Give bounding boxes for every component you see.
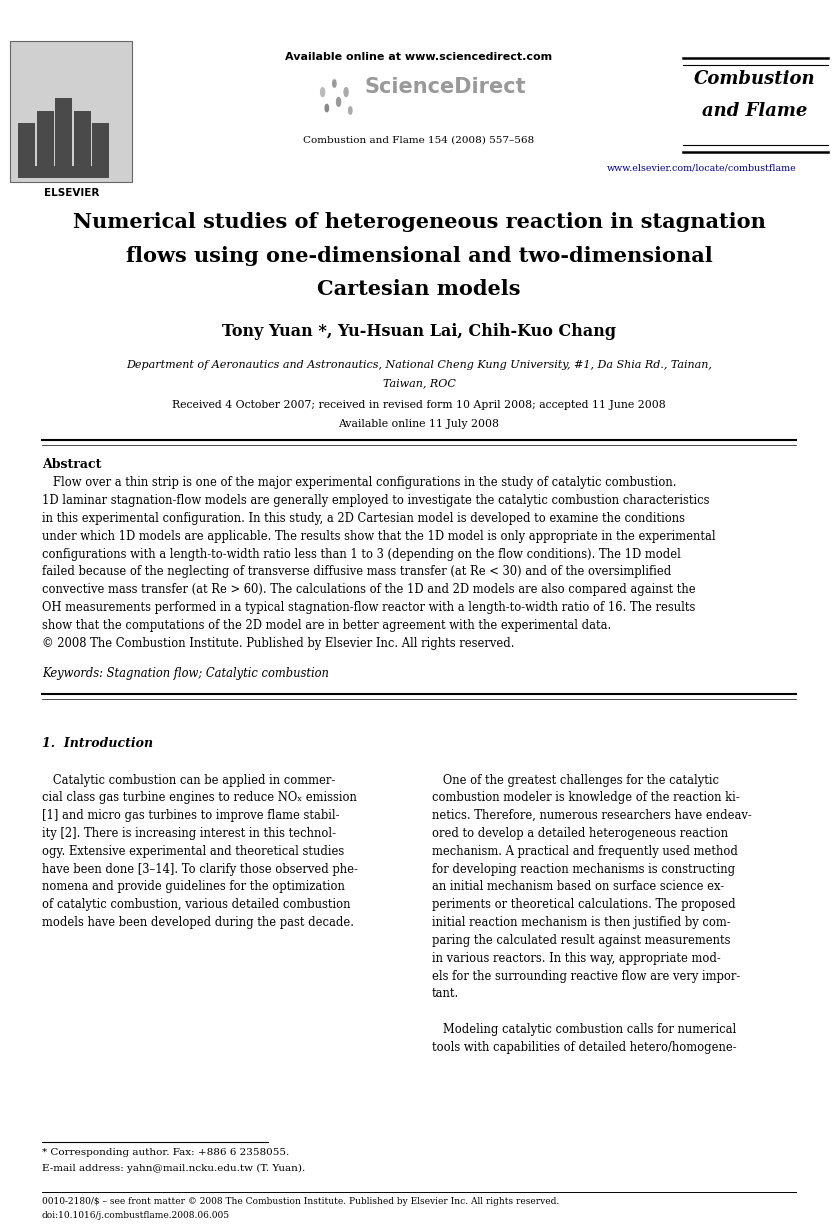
Text: under which 1D models are applicable. The results show that the 1D model is only: under which 1D models are applicable. Th…: [42, 529, 716, 543]
Text: ELSEVIER: ELSEVIER: [44, 188, 100, 198]
Text: Keywords: Stagnation flow; Catalytic combustion: Keywords: Stagnation flow; Catalytic com…: [42, 667, 328, 680]
FancyBboxPatch shape: [10, 41, 132, 182]
Text: convective mass transfer (at Re > 60). The calculations of the 1D and 2D models : convective mass transfer (at Re > 60). T…: [42, 583, 696, 597]
Text: flows using one-dimensional and two-dimensional: flows using one-dimensional and two-dime…: [126, 246, 712, 265]
Text: of catalytic combustion, various detailed combustion: of catalytic combustion, various detaile…: [42, 899, 350, 911]
Text: www.elsevier.com/locate/combustflame: www.elsevier.com/locate/combustflame: [607, 163, 796, 172]
Ellipse shape: [344, 87, 348, 97]
Text: for developing reaction mechanisms is constructing: for developing reaction mechanisms is co…: [432, 863, 735, 876]
Text: Combustion: Combustion: [693, 70, 815, 88]
Text: © 2008 The Combustion Institute. Published by Elsevier Inc. All rights reserved.: © 2008 The Combustion Institute. Publish…: [42, 636, 515, 650]
Ellipse shape: [349, 107, 352, 114]
Text: have been done [3–14]. To clarify those observed phe-: have been done [3–14]. To clarify those …: [42, 863, 358, 876]
Text: Flow over a thin strip is one of the major experimental configurations in the st: Flow over a thin strip is one of the maj…: [42, 476, 676, 490]
Text: Tony Yuan *, Yu-Hsuan Lai, Chih-Kuo Chang: Tony Yuan *, Yu-Hsuan Lai, Chih-Kuo Chan…: [222, 323, 616, 340]
Text: and Flame: and Flame: [701, 102, 807, 120]
Text: in this experimental configuration. In this study, a 2D Cartesian model is devel: in this experimental configuration. In t…: [42, 512, 685, 526]
Text: OH measurements performed in a typical stagnation-flow reactor with a length-to-: OH measurements performed in a typical s…: [42, 602, 696, 614]
Text: [1] and micro gas turbines to improve flame stabil-: [1] and micro gas turbines to improve fl…: [42, 809, 339, 823]
Text: periments or theoretical calculations. The proposed: periments or theoretical calculations. T…: [432, 899, 735, 911]
Text: doi:10.1016/j.combustflame.2008.06.005: doi:10.1016/j.combustflame.2008.06.005: [42, 1211, 230, 1219]
Text: 1.  Introduction: 1. Introduction: [42, 737, 153, 750]
Text: ScienceDirect: ScienceDirect: [365, 77, 526, 97]
Ellipse shape: [321, 87, 324, 97]
Text: * Corresponding author. Fax: +886 6 2358055.: * Corresponding author. Fax: +886 6 2358…: [42, 1148, 289, 1157]
Text: Available online 11 July 2008: Available online 11 July 2008: [339, 419, 499, 429]
Text: 1D laminar stagnation-flow models are generally employed to investigate the cata: 1D laminar stagnation-flow models are ge…: [42, 495, 710, 507]
Text: tant.: tant.: [432, 987, 459, 1001]
Text: models have been developed during the past decade.: models have been developed during the pa…: [42, 916, 354, 930]
Text: cial class gas turbine engines to reduce NOₓ emission: cial class gas turbine engines to reduce…: [42, 792, 357, 804]
Text: initial reaction mechanism is then justified by com-: initial reaction mechanism is then justi…: [432, 916, 730, 930]
Text: Department of Aeronautics and Astronautics, National Cheng Kung University, #1, : Department of Aeronautics and Astronauti…: [126, 360, 712, 370]
Ellipse shape: [333, 80, 336, 87]
Text: Available online at www.sciencedirect.com: Available online at www.sciencedirect.co…: [286, 52, 552, 61]
Text: nomena and provide guidelines for the optimization: nomena and provide guidelines for the op…: [42, 880, 344, 894]
Text: combustion modeler is knowledge of the reaction ki-: combustion modeler is knowledge of the r…: [432, 792, 739, 804]
Text: ored to develop a detailed heterogeneous reaction: ored to develop a detailed heterogeneous…: [432, 828, 727, 840]
Text: ogy. Extensive experimental and theoretical studies: ogy. Extensive experimental and theoreti…: [42, 845, 344, 858]
Text: show that the computations of the 2D model are in better agreement with the expe: show that the computations of the 2D mod…: [42, 619, 611, 632]
Text: 0010-2180/$ – see front matter © 2008 The Combustion Institute. Published by Els: 0010-2180/$ – see front matter © 2008 Th…: [42, 1197, 559, 1206]
Ellipse shape: [325, 104, 328, 112]
Text: Received 4 October 2007; received in revised form 10 April 2008; accepted 11 Jun: Received 4 October 2007; received in rev…: [172, 400, 666, 410]
FancyBboxPatch shape: [92, 123, 109, 169]
Text: netics. Therefore, numerous researchers have endeav-: netics. Therefore, numerous researchers …: [432, 809, 752, 823]
Text: Catalytic combustion can be applied in commer-: Catalytic combustion can be applied in c…: [42, 774, 335, 787]
Text: ity [2]. There is increasing interest in this technol-: ity [2]. There is increasing interest in…: [42, 828, 336, 840]
Text: configurations with a length-to-width ratio less than 1 to 3 (depending on the f: configurations with a length-to-width ra…: [42, 548, 680, 561]
Text: Numerical studies of heterogeneous reaction in stagnation: Numerical studies of heterogeneous react…: [73, 212, 765, 232]
Text: Taiwan, ROC: Taiwan, ROC: [383, 378, 455, 388]
Text: Combustion and Flame 154 (2008) 557–568: Combustion and Flame 154 (2008) 557–568: [303, 135, 535, 144]
Text: an initial mechanism based on surface science ex-: an initial mechanism based on surface sc…: [432, 880, 724, 894]
Text: in various reactors. In this way, appropriate mod-: in various reactors. In this way, approp…: [432, 952, 721, 965]
Ellipse shape: [337, 97, 340, 107]
Text: paring the calculated result against measurements: paring the calculated result against mea…: [432, 935, 730, 947]
Text: E-mail address: yahn@mail.ncku.edu.tw (T. Yuan).: E-mail address: yahn@mail.ncku.edu.tw (T…: [42, 1164, 305, 1173]
FancyBboxPatch shape: [18, 166, 109, 178]
Text: els for the surrounding reactive flow are very impor-: els for the surrounding reactive flow ar…: [432, 970, 740, 982]
Text: Cartesian models: Cartesian models: [318, 279, 520, 298]
FancyBboxPatch shape: [37, 111, 54, 169]
Text: Modeling catalytic combustion calls for numerical: Modeling catalytic combustion calls for …: [432, 1023, 736, 1036]
Text: mechanism. A practical and frequently used method: mechanism. A practical and frequently us…: [432, 845, 737, 858]
Text: tools with capabilities of detailed hetero/homogene-: tools with capabilities of detailed hete…: [432, 1041, 737, 1054]
Text: Abstract: Abstract: [42, 458, 101, 472]
Text: One of the greatest challenges for the catalytic: One of the greatest challenges for the c…: [432, 774, 718, 787]
FancyBboxPatch shape: [74, 111, 91, 169]
FancyBboxPatch shape: [18, 123, 35, 169]
Text: failed because of the neglecting of transverse diffusive mass transfer (at Re < : failed because of the neglecting of tran…: [42, 565, 671, 578]
FancyBboxPatch shape: [55, 98, 72, 169]
